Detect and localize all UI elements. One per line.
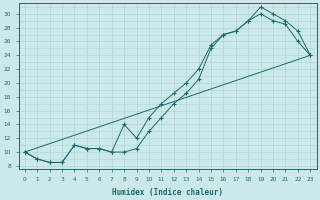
X-axis label: Humidex (Indice chaleur): Humidex (Indice chaleur) — [112, 188, 223, 197]
